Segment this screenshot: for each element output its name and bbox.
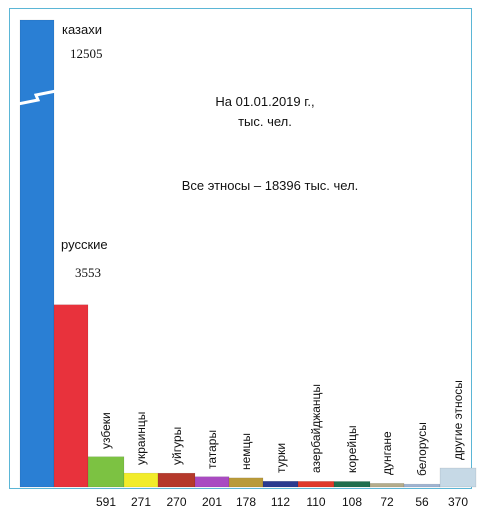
bar-9: [333, 481, 371, 488]
bar-6: [228, 477, 264, 488]
value-label-11: 56: [415, 495, 429, 509]
value-label-5: 201: [201, 495, 223, 509]
category-label-kazakhs: казахи: [62, 22, 103, 37]
bar-8: [297, 481, 335, 488]
category-label-5: татары: [205, 429, 219, 469]
bar-11: [403, 483, 441, 488]
category-label-6: немцы: [239, 432, 253, 470]
bar-2: [87, 456, 125, 488]
category-label-russians: русские: [61, 237, 108, 252]
category-label-4: уйгуры: [169, 426, 184, 466]
value-label-12: 370: [447, 495, 469, 509]
category-label-7: турки: [273, 443, 288, 474]
value-label-4: 270: [166, 495, 187, 509]
total-note: Все этносы – 18396 тыс. чел.: [181, 178, 359, 193]
category-label-10: дунгане: [380, 431, 394, 476]
value-label-russians: 3553: [75, 265, 101, 280]
category-label-11: белорусы: [415, 422, 429, 477]
category-label-9: корейцы: [345, 425, 359, 474]
bar-5: [194, 476, 230, 488]
date-note: На 01.01.2019 г.,: [215, 94, 315, 109]
bar-1: [53, 304, 89, 488]
value-label-6: 178: [235, 495, 257, 509]
bar-4: [157, 472, 196, 488]
unit-note: тыс. чел.: [238, 114, 292, 129]
value-label-3: 271: [130, 495, 152, 509]
value-label-7: 112: [270, 495, 291, 509]
axis-break-mark: [17, 89, 57, 106]
value-label-10: 72: [380, 495, 394, 509]
value-label-8: 110: [306, 495, 326, 509]
bar-12: [439, 467, 477, 488]
bar-3: [123, 472, 159, 488]
bar-7: [262, 481, 299, 488]
value-label-2: 591: [95, 495, 117, 509]
value-label-kazakhs: 12505: [70, 46, 103, 61]
bar-0: [19, 19, 55, 488]
bar-10: [369, 483, 405, 488]
value-label-9: 108: [341, 495, 363, 509]
category-label-3: украинцы: [134, 411, 148, 466]
category-label-12: другие этносы: [451, 380, 465, 461]
category-label-8: азербайджанцы: [309, 384, 323, 474]
category-label-2: узбеки: [99, 411, 113, 449]
